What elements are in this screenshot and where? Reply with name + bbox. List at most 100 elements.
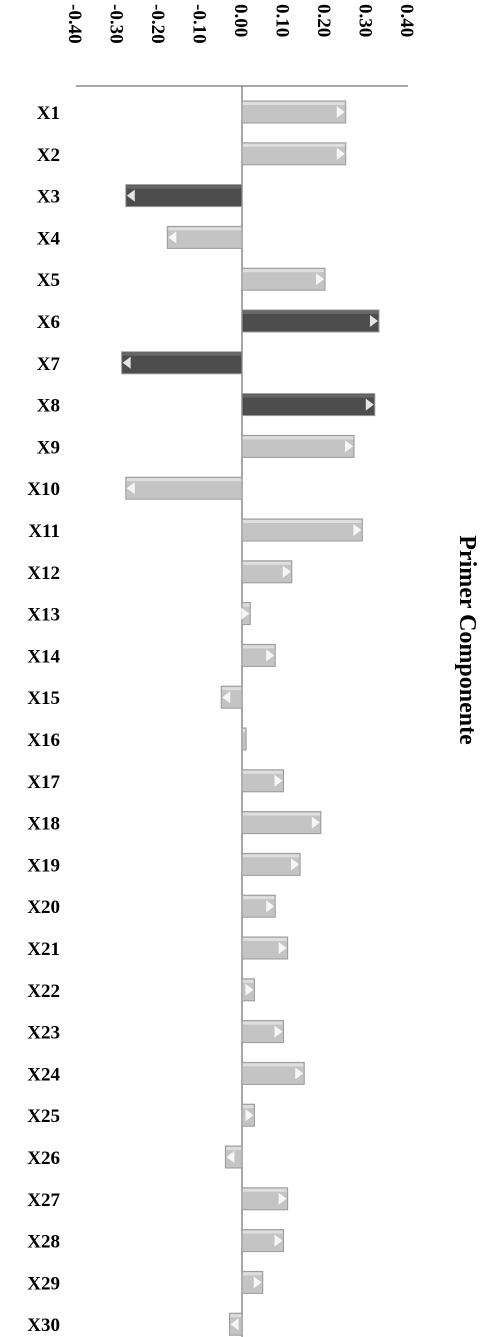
bar-highlight xyxy=(243,436,354,440)
bar-highlight xyxy=(243,520,362,523)
bar-rect xyxy=(241,267,326,291)
bar xyxy=(241,1187,289,1211)
bar-rect xyxy=(166,225,243,249)
bar-rect xyxy=(241,769,284,793)
tick-label: 0.30 xyxy=(355,4,376,37)
bar-highlight xyxy=(243,1021,283,1025)
bar xyxy=(125,184,243,208)
bar-rect xyxy=(241,1270,264,1294)
tick-label: 0.00 xyxy=(230,4,251,37)
bar-end-marker xyxy=(369,315,378,327)
bar-end-marker xyxy=(266,649,275,662)
tick-label: 0.40 xyxy=(396,4,417,37)
chart-title: Primer Componente xyxy=(454,535,480,745)
bar-end-marker xyxy=(345,440,354,453)
bar-end-marker xyxy=(278,942,287,954)
bar-end-marker xyxy=(126,482,135,495)
category-labels: X1 X2 X3 X4 X5 X6 X7 X8 X9 X10 X11 X12 X13 X14 X15 X16 X… xyxy=(27,103,60,1336)
bar-end-marker xyxy=(365,398,374,411)
category-label: X14 xyxy=(27,646,60,667)
bar-rect xyxy=(241,1229,284,1253)
bar-highlight xyxy=(243,1105,254,1109)
bar-end-marker xyxy=(336,147,345,160)
bar-highlight xyxy=(243,1188,287,1192)
category-label: X6 xyxy=(37,312,60,333)
bar-end-marker xyxy=(353,524,362,536)
bar xyxy=(241,936,289,960)
category-label: X28 xyxy=(27,1232,60,1253)
bar-rect xyxy=(241,100,347,124)
bar-rect xyxy=(125,476,243,500)
category-label: X23 xyxy=(27,1023,60,1044)
bar xyxy=(241,643,276,667)
bar-end-marker xyxy=(230,1318,239,1331)
bar xyxy=(241,518,363,542)
bar xyxy=(166,225,243,249)
bar-highlight xyxy=(126,478,241,482)
bar-highlight xyxy=(243,854,300,858)
bar-rect xyxy=(241,1187,289,1211)
bar-end-marker xyxy=(241,607,250,620)
tick-label: -0.10 xyxy=(189,4,210,44)
bar xyxy=(241,142,347,166)
bar-rect xyxy=(241,643,276,667)
bar xyxy=(241,769,284,793)
bar-end-marker xyxy=(295,1067,304,1080)
category-label: X21 xyxy=(27,939,60,960)
bar-end-marker xyxy=(274,1025,283,1038)
category-label: X22 xyxy=(27,981,60,1002)
category-label: X8 xyxy=(37,396,60,417)
category-label: X18 xyxy=(27,814,60,835)
bar xyxy=(125,476,243,500)
bar-rect xyxy=(220,685,243,709)
bar-rect xyxy=(241,811,322,835)
bar-highlight xyxy=(230,1314,241,1318)
bar xyxy=(241,393,376,417)
bar-end-marker xyxy=(274,774,283,787)
bar-rect xyxy=(241,894,276,918)
category-label: X12 xyxy=(27,563,60,584)
bar xyxy=(220,685,243,709)
bar-rect xyxy=(241,142,347,166)
category-label: X25 xyxy=(27,1106,60,1127)
bar-end-marker xyxy=(311,816,320,829)
bar-highlight xyxy=(226,1147,241,1150)
category-label: X29 xyxy=(27,1273,60,1294)
tick-label: -0.30 xyxy=(106,4,127,44)
tick-label: -0.40 xyxy=(64,4,85,44)
category-label: X19 xyxy=(27,855,60,876)
category-label: X7 xyxy=(37,354,61,375)
bar-highlight xyxy=(243,729,246,732)
category-label: X3 xyxy=(37,187,60,208)
bar-rect xyxy=(241,309,380,333)
bar-end-marker xyxy=(316,273,324,286)
bar xyxy=(241,727,247,751)
bar-highlight xyxy=(243,1230,283,1234)
category-label: X13 xyxy=(27,605,60,626)
category-label: X4 xyxy=(37,228,61,249)
bar-rect xyxy=(241,1020,284,1044)
tick-label: -0.20 xyxy=(147,4,168,44)
bar-rect xyxy=(241,936,289,960)
category-label: X10 xyxy=(27,479,60,500)
bar-end-marker xyxy=(245,1109,254,1122)
category-label: X30 xyxy=(27,1315,60,1336)
category-label: X20 xyxy=(27,897,60,918)
bar-highlight xyxy=(243,561,291,565)
bar-highlight xyxy=(243,645,275,649)
bar-rect xyxy=(241,434,355,458)
bar xyxy=(241,852,301,876)
bar xyxy=(241,1061,305,1085)
bar-highlight xyxy=(243,603,250,607)
bar-rect xyxy=(241,727,247,751)
category-label: X1 xyxy=(37,103,60,124)
bar-end-marker xyxy=(291,858,300,871)
category-label: X24 xyxy=(27,1064,60,1085)
bar-highlight xyxy=(243,896,275,900)
bar-end-marker xyxy=(253,1276,262,1289)
bar-highlight xyxy=(243,938,287,941)
value-axis: -0.40 -0.30 -0.20 -0.10 0.00 0.10 0.20 0.30 0.40 xyxy=(64,4,417,1337)
bar-end-marker xyxy=(274,1234,283,1247)
bar-highlight xyxy=(243,770,283,774)
